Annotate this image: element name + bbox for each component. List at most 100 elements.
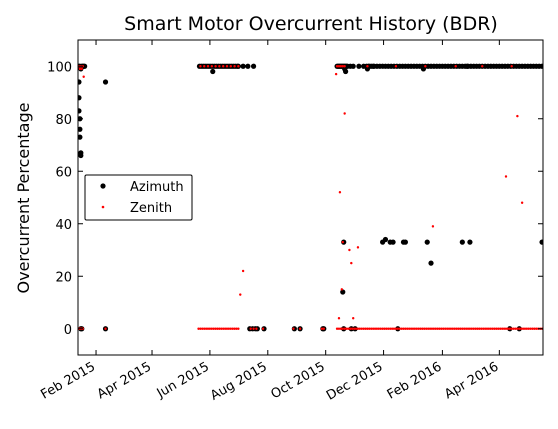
azimuth-point [78, 134, 83, 140]
zenith-point [206, 327, 210, 330]
zenith-point [417, 327, 420, 330]
zenith-point [292, 327, 295, 330]
azimuth-point [402, 239, 408, 245]
zenith-point [337, 327, 341, 330]
zenith-point [516, 327, 519, 330]
zenith-point [415, 327, 418, 330]
chart-title: Smart Motor Overcurrent History (BDR) [124, 13, 498, 35]
zenith-point [402, 327, 405, 330]
zenith-point [351, 327, 354, 330]
zenith-point [449, 327, 453, 330]
azimuth-point [78, 108, 82, 114]
legend-azimuth-marker [100, 183, 106, 189]
zenith-point [78, 67, 82, 71]
zenith-point [235, 327, 238, 330]
zenith-point [368, 327, 371, 330]
zenith-point [476, 327, 479, 330]
zenith-point [255, 327, 258, 330]
zenith-point [453, 327, 456, 330]
zenith-point [225, 327, 229, 330]
zenith-point [239, 293, 242, 296]
zenith-point [199, 327, 202, 330]
zenith-point [218, 327, 221, 330]
zenith-point [442, 327, 445, 330]
zenith-point [381, 327, 384, 330]
zenith-point [485, 327, 489, 330]
zenith-point [444, 327, 447, 330]
azimuth-point [78, 126, 83, 132]
zenith-point [489, 327, 493, 330]
zenith-point [529, 327, 532, 330]
azimuth-point [343, 68, 349, 75]
azimuth-point [350, 63, 356, 69]
zenith-point [210, 327, 214, 330]
y-tick-label: 80 [55, 113, 72, 128]
zenith-point [204, 327, 208, 330]
azimuth-point [364, 66, 371, 72]
zenith-point [423, 327, 426, 330]
y-axis-label: Overcurrent Percentage [14, 103, 33, 294]
zenith-point [497, 327, 500, 330]
y-tick-label: 20 [55, 270, 72, 285]
azimuth-point [250, 63, 257, 69]
zenith-point [495, 327, 498, 330]
zenith-point [398, 327, 401, 330]
zenith-point [233, 327, 236, 330]
zenith-point [221, 65, 225, 68]
zenith-point [343, 327, 346, 330]
x-tick-label: Aug 2015 [208, 359, 270, 403]
azimuth-point [78, 95, 82, 101]
legend-azimuth-label: Azimuth [130, 180, 184, 195]
zenith-point [394, 327, 398, 330]
zenith-point [379, 327, 382, 330]
zenith-point [343, 112, 346, 115]
zenith-point [504, 175, 508, 178]
zenith-point [216, 327, 219, 330]
zenith-point [201, 327, 204, 330]
zenith-point [461, 327, 464, 330]
zenith-point [340, 288, 344, 291]
zenith-point [364, 327, 367, 330]
azimuth-point [390, 239, 396, 245]
zenith-point [535, 327, 538, 330]
zenith-point [229, 65, 232, 68]
x-tick-label: Feb 2016 [385, 359, 445, 402]
azimuth-point [428, 260, 434, 266]
zenith-point [237, 327, 240, 330]
zenith-point [407, 327, 411, 330]
zenith-point [510, 65, 513, 68]
zenith-point [348, 248, 351, 252]
zenith-point [356, 327, 360, 330]
zenith-point [366, 65, 369, 68]
legend-box [84, 174, 193, 221]
zenith-point [341, 327, 344, 330]
zenith-point [335, 65, 339, 68]
x-tick-label: Jun 2015 [154, 359, 212, 401]
zenith-point [360, 327, 363, 330]
zenith-point [341, 240, 344, 244]
x-tick-label: Dec 2015 [324, 359, 386, 403]
zenith-point [373, 327, 377, 330]
azimuth-point [82, 63, 88, 69]
zenith-point [425, 327, 428, 330]
zenith-point [389, 327, 392, 330]
data-marks [78, 63, 543, 332]
zenith-point [358, 327, 362, 330]
zenith-point [438, 327, 441, 330]
zenith-point [518, 327, 521, 330]
legend: Azimuth Zenith [84, 174, 193, 221]
zenith-point [455, 327, 458, 330]
zenith-point [345, 327, 348, 330]
zenith-point [499, 327, 502, 330]
azimuth-point [420, 66, 427, 72]
azimuth-point [240, 63, 246, 69]
zenith-point [203, 65, 206, 68]
azimuth-point [78, 79, 82, 85]
zenith-point [227, 327, 231, 330]
zenith-point [483, 327, 487, 330]
zenith-point [464, 327, 468, 330]
zenith-point [261, 327, 265, 330]
